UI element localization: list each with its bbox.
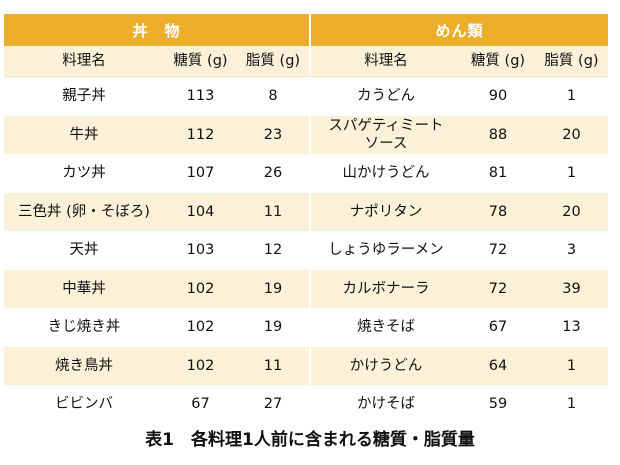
carb-cell: 59 xyxy=(488,396,508,413)
table-row: 中華丼 102 19 カルボナーラ 72 39 xyxy=(4,269,608,308)
column-header-row: 料理名 糖質 (g) 脂質 (g) 料理名 糖質 (g) 脂質 (g) xyxy=(4,46,608,77)
dish-name-cell: 牛丼 xyxy=(69,126,99,143)
fat-cell: 26 xyxy=(237,154,311,193)
fat-cell: 13 xyxy=(562,319,581,336)
fat-cell: 11 xyxy=(237,346,311,385)
column-header-fat-left: 脂質 (g) xyxy=(237,46,311,76)
fat-cell: 23 xyxy=(237,115,311,154)
carb-cell: 72 xyxy=(488,242,508,259)
carb-cell: 67 xyxy=(191,396,210,413)
fat-cell: 39 xyxy=(562,280,581,297)
carb-cell: 78 xyxy=(488,203,508,220)
noodle-name-cell: 山かけうどん xyxy=(342,165,430,182)
carb-cell: 103 xyxy=(186,242,215,259)
fat-cell: 1 xyxy=(566,396,577,413)
table-row: 焼き鳥丼 102 11 かけうどん 64 1 xyxy=(4,346,608,385)
carb-cell: 102 xyxy=(186,280,215,297)
noodle-name-cell: ナポリタン xyxy=(349,203,423,220)
table-row: 牛丼 112 23 スパゲティミート ソース 88 20 xyxy=(4,115,608,154)
dish-name-cell: 三色丼 (卵・そぼろ) xyxy=(18,203,150,220)
carb-cell: 64 xyxy=(488,357,508,374)
carb-cell: 90 xyxy=(488,88,508,105)
noodle-name-cell: スパゲティミート ソース xyxy=(328,117,444,152)
noodle-name-cell: カルボナーラ xyxy=(342,280,430,297)
carb-cell: 112 xyxy=(186,126,215,143)
section-header-donburi: 丼 物 xyxy=(4,14,311,46)
dish-name-cell: 中華丼 xyxy=(62,280,106,297)
fat-cell: 3 xyxy=(566,242,577,259)
fat-cell: 20 xyxy=(562,126,581,143)
carb-cell: 88 xyxy=(488,126,508,143)
fat-cell: 12 xyxy=(237,231,311,270)
dish-name-cell: 親子丼 xyxy=(62,88,106,105)
fat-cell: 27 xyxy=(237,385,311,424)
table-row: カツ丼 107 26 山かけうどん 81 1 xyxy=(4,154,608,193)
noodle-name-cell: カうどん xyxy=(357,88,415,105)
noodle-name-cell: しょうゆラーメン xyxy=(328,242,444,259)
section-header-row: 丼 物 めん類 xyxy=(4,14,608,46)
fat-cell: 1 xyxy=(566,165,577,182)
fat-cell: 1 xyxy=(566,357,577,374)
nutrition-table: 丼 物 めん類 料理名 糖質 (g) 脂質 (g) 料理名 糖質 (g) 脂質 … xyxy=(4,14,608,424)
fat-cell: 19 xyxy=(237,269,311,308)
table-caption: 表1 各料理1人前に含まれる糖質・脂質量 xyxy=(145,430,475,450)
fat-cell: 19 xyxy=(237,308,311,347)
column-header-carb-left: 糖質 (g) xyxy=(173,52,228,69)
column-header-dish-right: 料理名 xyxy=(364,52,408,69)
column-header-dish-left: 料理名 xyxy=(62,52,106,69)
column-header-fat-right: 脂質 (g) xyxy=(544,52,599,69)
fat-cell: 20 xyxy=(562,203,581,220)
table-row: きじ焼き丼 102 19 焼きそば 67 13 xyxy=(4,308,608,347)
fat-cell: 1 xyxy=(566,88,577,105)
carb-cell: 81 xyxy=(488,165,508,182)
carb-cell: 102 xyxy=(186,357,215,374)
table-row: ビビンバ 67 27 かけそば 59 1 xyxy=(4,385,608,424)
section-header-noodles: めん類 xyxy=(435,21,484,40)
carb-cell: 107 xyxy=(186,165,215,182)
table-row: 三色丼 (卵・そぼろ) 104 11 ナポリタン 78 20 xyxy=(4,192,608,231)
carb-cell: 104 xyxy=(186,203,215,220)
carb-cell: 113 xyxy=(186,88,215,105)
fat-cell: 11 xyxy=(237,192,311,231)
table-row: 天丼 103 12 しょうゆラーメン 72 3 xyxy=(4,231,608,270)
dish-name-cell: 天丼 xyxy=(69,242,99,259)
fat-cell: 8 xyxy=(237,77,311,116)
carb-cell: 67 xyxy=(488,319,508,336)
carb-cell: 102 xyxy=(186,319,215,336)
table-row: 親子丼 113 8 カうどん 90 1 xyxy=(4,77,608,116)
noodle-name-cell: かけうどん xyxy=(349,357,423,374)
noodle-name-cell: かけそば xyxy=(357,396,415,413)
dish-name-cell: 焼き鳥丼 xyxy=(55,357,113,374)
dish-name-cell: きじ焼き丼 xyxy=(47,319,121,336)
carb-cell: 72 xyxy=(488,280,508,297)
column-header-carb-right: 糖質 (g) xyxy=(470,52,526,69)
dish-name-cell: ビビンバ xyxy=(55,396,113,413)
noodle-name-cell: 焼きそば xyxy=(357,319,415,336)
dish-name-cell: カツ丼 xyxy=(62,165,106,182)
